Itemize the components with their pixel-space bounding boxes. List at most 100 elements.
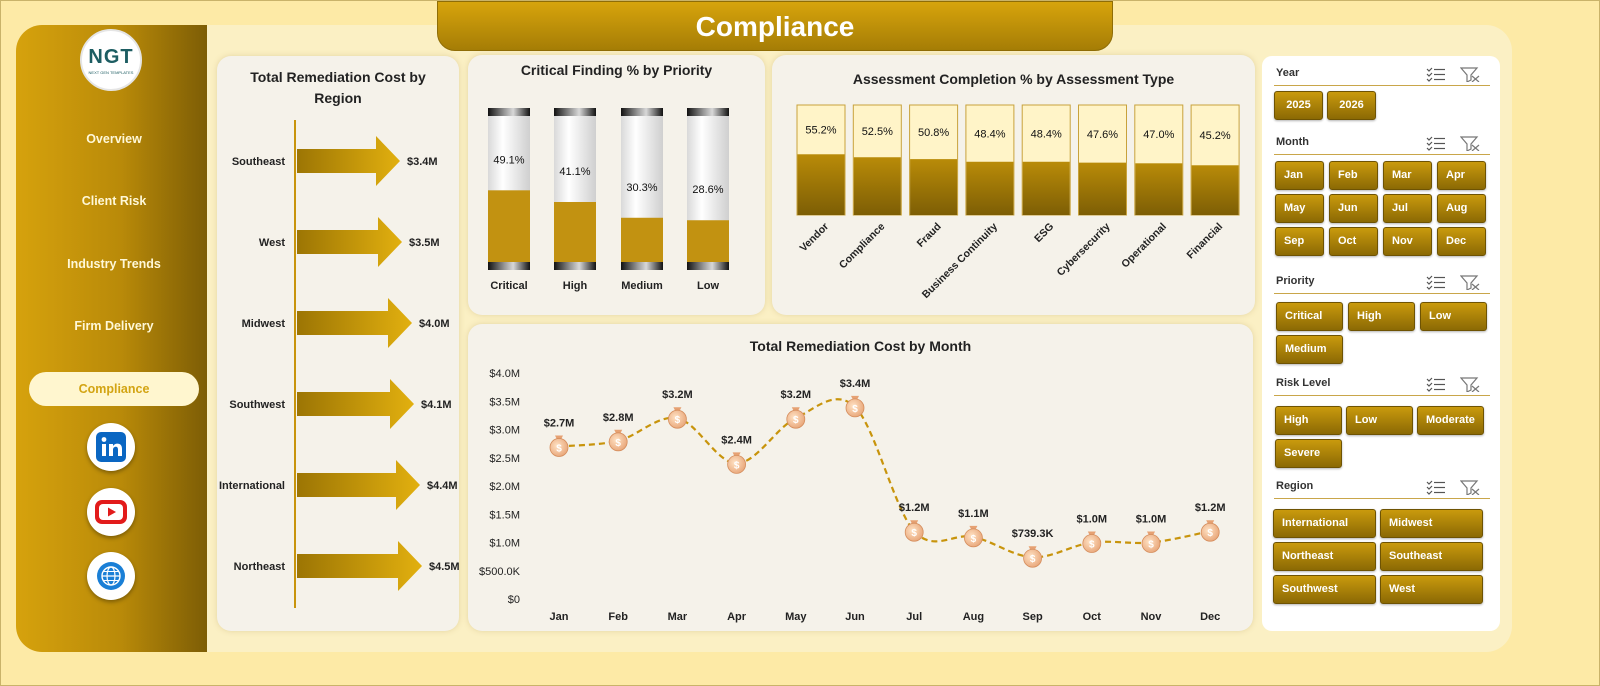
month-slicer-button[interactable]: Oct (1329, 227, 1378, 256)
linkedin-button[interactable] (87, 423, 135, 471)
risk-slicer-button[interactable]: Low (1346, 406, 1413, 435)
assessment-category-label: Compliance (837, 221, 888, 272)
month-ytick: $1.0M (489, 538, 520, 550)
clear-filter-icon[interactable] (1459, 135, 1480, 156)
nav-firm-delivery[interactable]: Firm Delivery (74, 319, 154, 333)
nav-overview[interactable]: Overview (86, 132, 142, 146)
priority-category-label: High (563, 280, 588, 292)
month-slicer-button[interactable]: Aug (1437, 194, 1486, 223)
year-slicer-button[interactable]: 2026 (1327, 91, 1376, 120)
month-ytick: $2.5M (489, 453, 520, 465)
assessment-value-label: 48.4% (974, 128, 1005, 140)
multi-select-icon[interactable] (1426, 376, 1446, 397)
clear-filter-icon[interactable] (1459, 66, 1480, 87)
multi-select-icon[interactable] (1426, 274, 1446, 295)
priority-cap-top (488, 108, 530, 116)
priority-cap-bottom (488, 262, 530, 270)
year-slicer-button[interactable]: 2025 (1274, 91, 1323, 120)
assessment-bar (1022, 161, 1070, 215)
website-button[interactable] (87, 552, 135, 600)
month-slicer-button[interactable]: Dec (1437, 227, 1486, 256)
svg-text:$: $ (675, 415, 681, 426)
month-value-label: $1.1M (958, 508, 989, 520)
month-xtick: Apr (727, 611, 747, 623)
month-slicer-button[interactable]: Apr (1437, 161, 1486, 190)
region-label: Southwest (229, 399, 285, 411)
month-ytick: $500.0K (479, 566, 521, 578)
region-chart-title: Total Remediation Cost by Region (250, 69, 426, 106)
month-slicer-button[interactable]: Feb (1329, 161, 1378, 190)
region-value-label: $4.4M (427, 480, 458, 492)
month-slicer-button[interactable]: Mar (1383, 161, 1432, 190)
region-slicer-button[interactable]: West (1380, 575, 1483, 604)
priority-value-label: 28.6% (692, 184, 723, 196)
priority-slicer-button[interactable]: Low (1420, 302, 1487, 331)
priority-chart: 49.1% Critical 41.1% High 30.3% Medium 28.6% Lo… (488, 108, 729, 292)
month-xtick: Dec (1200, 611, 1220, 623)
assessment-bar (853, 157, 901, 215)
month-slicer-button[interactable]: May (1275, 194, 1324, 223)
month-slicer-button[interactable]: Sep (1275, 227, 1324, 256)
year-filter-label: Year (1276, 67, 1300, 79)
money-bag-icon: $ (727, 452, 747, 474)
youtube-button[interactable] (87, 488, 135, 536)
assessment-value-label: 47.0% (1143, 129, 1174, 141)
assessment-bar (1135, 163, 1183, 215)
svg-text:$: $ (615, 438, 621, 449)
company-logo[interactable]: NGT NEXT GEN TEMPLATES (80, 29, 142, 91)
nav-client-risk[interactable]: Client Risk (81, 194, 147, 208)
region-slicer-button[interactable]: Northeast (1273, 542, 1376, 571)
money-bag-icon: $ (845, 395, 865, 418)
multi-select-icon[interactable] (1426, 135, 1446, 156)
priority-value-label: 30.3% (626, 182, 657, 194)
youtube-icon (95, 500, 127, 524)
month-slicer-button[interactable]: Jun (1329, 194, 1378, 223)
region-slicer-button[interactable]: Southeast (1380, 542, 1483, 571)
region-arrow (297, 217, 402, 267)
assessment-category-label: ESG (1032, 221, 1056, 245)
month-slicer-button[interactable]: Jan (1275, 161, 1324, 190)
region-value-label: $4.5M (429, 561, 459, 573)
assessment-category-label: Operational (1119, 221, 1169, 271)
region-slicer-button[interactable]: Midwest (1380, 509, 1483, 538)
region-slicer-button[interactable]: International (1273, 509, 1376, 538)
clear-filter-icon[interactable] (1459, 274, 1480, 295)
nav-compliance[interactable]: Compliance (29, 372, 199, 406)
priority-cap-bottom (621, 262, 663, 270)
clear-filter-icon[interactable] (1459, 479, 1480, 500)
month-xtick: Aug (963, 611, 984, 623)
nav-industry-trends[interactable]: Industry Trends (67, 257, 161, 271)
month-ytick: $0 (508, 594, 520, 606)
assessment-panel: Assessment Completion % by Assessment Ty… (772, 55, 1255, 315)
risk-slicer-button[interactable]: High (1275, 406, 1342, 435)
month-slicer-button[interactable]: Nov (1383, 227, 1432, 256)
assessment-bar (1191, 165, 1239, 215)
svg-text:$: $ (793, 415, 799, 426)
svg-text:$: $ (556, 443, 562, 454)
month-slicer-button[interactable]: Jul (1383, 194, 1432, 223)
priority-slicer-button[interactable]: Critical (1276, 302, 1343, 331)
clear-filter-icon[interactable] (1459, 376, 1480, 397)
priority-slicer-button[interactable]: High (1348, 302, 1415, 331)
multi-select-icon[interactable] (1426, 66, 1446, 87)
multi-select-icon[interactable] (1426, 479, 1446, 500)
assessment-value-label: 55.2% (805, 125, 836, 137)
year-filter-header: Year (1274, 64, 1490, 86)
region-arrow (297, 460, 420, 510)
region-filter-label: Region (1276, 480, 1314, 492)
risk-slicer-button[interactable]: Moderate (1417, 406, 1484, 435)
priority-cap-top (621, 108, 663, 116)
priority-bar (687, 220, 729, 262)
assessment-value-label: 47.6% (1087, 129, 1118, 141)
risk-slicer-button[interactable]: Severe (1275, 439, 1342, 468)
priority-slicer-button[interactable]: Medium (1276, 335, 1343, 364)
month-value-label: $2.4M (721, 434, 752, 446)
linkedin-icon (96, 432, 126, 462)
region-label: Northeast (234, 561, 286, 573)
region-slicer-button[interactable]: Southwest (1273, 575, 1376, 604)
region-chart: Southeast $3.4M West $3.5M Midwest $4.0M South… (219, 120, 459, 608)
assessment-value-label: 52.5% (862, 126, 893, 138)
month-value-label: $3.2M (781, 389, 812, 401)
risk-filter-label: Risk Level (1276, 377, 1331, 389)
month-panel: Total Remediation Cost by Month $0 $500.0… (468, 324, 1253, 631)
